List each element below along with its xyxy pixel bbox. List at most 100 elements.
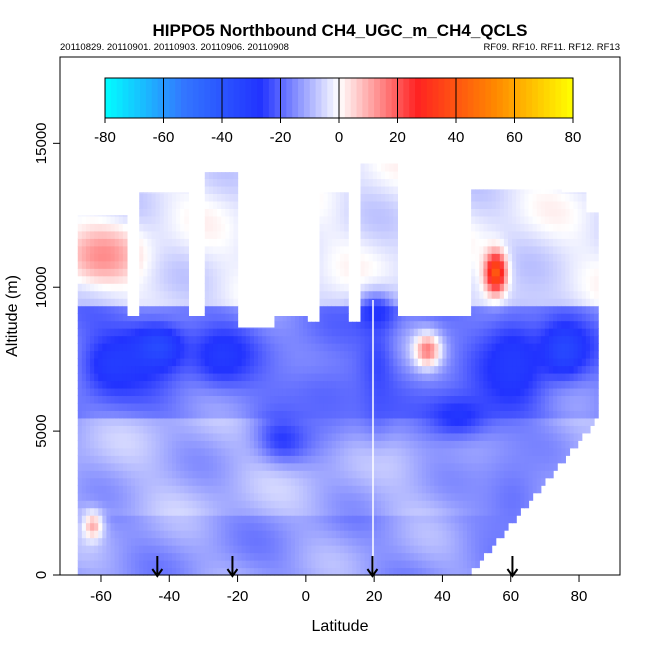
heatmap-cell — [495, 507, 501, 516]
heatmap-cell — [249, 350, 255, 359]
heatmap-cell — [233, 432, 239, 441]
heatmap-cell — [421, 462, 427, 471]
heatmap-cell — [487, 492, 493, 501]
heatmap-cell — [344, 343, 349, 352]
heatmap-cell — [491, 298, 497, 307]
heatmap-cell — [147, 192, 153, 195]
heatmap-cell — [311, 410, 317, 419]
heatmap-cell — [315, 560, 321, 569]
heatmap-cell — [352, 425, 357, 434]
heatmap-cell — [532, 200, 538, 209]
heatmap-cell — [360, 245, 366, 254]
heatmap-cell — [188, 316, 194, 322]
heatmap-cell — [237, 402, 243, 411]
heatmap-cell — [430, 410, 435, 419]
heatmap-cell — [233, 200, 239, 209]
heatmap-cell — [77, 395, 83, 404]
heatmap-cell — [483, 432, 489, 441]
heatmap-cell — [106, 343, 112, 352]
heatmap-cell — [471, 387, 476, 397]
heatmap-cell — [102, 343, 108, 352]
heatmap-cell — [233, 522, 239, 531]
heatmap-cell — [143, 328, 149, 337]
heatmap-cell — [340, 305, 345, 314]
heatmap-cell — [245, 507, 251, 516]
heatmap-cell — [303, 320, 308, 329]
heatmap-cell — [532, 343, 538, 352]
heatmap-cell — [385, 530, 390, 539]
heatmap-cell — [217, 238, 222, 247]
heatmap-cell — [352, 358, 357, 367]
heatmap-cell — [290, 402, 296, 411]
heatmap-cell — [151, 425, 157, 434]
heatmap-cell — [520, 380, 525, 389]
heatmap-cell — [163, 530, 169, 539]
heatmap-cell — [122, 358, 128, 367]
heatmap-cell — [245, 387, 251, 397]
heatmap-cell — [471, 193, 476, 202]
heatmap-cell — [184, 223, 189, 232]
heatmap-cell — [204, 268, 210, 277]
heatmap-cell — [311, 365, 317, 374]
heatmap-cell — [118, 253, 124, 262]
heatmap-cell — [401, 335, 407, 344]
heatmap-cell — [208, 335, 214, 344]
heatmap-cell — [114, 283, 120, 292]
heatmap-cell — [188, 343, 194, 352]
heatmap-cell — [372, 507, 378, 516]
heatmap-cell — [335, 507, 341, 516]
heatmap-cell — [225, 253, 230, 262]
heatmap-cell — [200, 530, 206, 539]
heatmap-cell — [335, 358, 341, 367]
heatmap-cell — [90, 522, 95, 531]
heatmap-cell — [118, 492, 124, 501]
heatmap-cell — [155, 447, 161, 456]
heatmap-cell — [245, 350, 251, 359]
heatmap-cell — [356, 402, 362, 411]
heatmap-cell — [380, 320, 386, 329]
heatmap-cell — [196, 492, 202, 501]
heatmap-cell — [77, 552, 83, 561]
heatmap-cell — [319, 358, 325, 367]
heatmap-cell — [380, 200, 386, 209]
heatmap-cell — [241, 432, 247, 441]
heatmap-cell — [385, 365, 390, 374]
heatmap-cell — [393, 275, 398, 284]
heatmap-cell — [331, 425, 337, 434]
heatmap-cell — [180, 410, 185, 419]
heatmap-cell — [159, 275, 165, 284]
heatmap-cell — [327, 245, 333, 254]
heatmap-cell — [380, 485, 386, 494]
heatmap-cell — [233, 402, 239, 411]
heatmap-cell — [524, 320, 530, 329]
heatmap-cell — [376, 530, 382, 539]
heatmap-cell — [303, 477, 308, 486]
heatmap-cell — [360, 200, 366, 209]
heatmap-cell — [229, 172, 235, 180]
heatmap-cell — [135, 530, 140, 539]
heatmap-cell — [340, 253, 345, 262]
heatmap-cell — [364, 343, 370, 352]
heatmap-cell — [364, 395, 370, 404]
heatmap-cell — [114, 417, 120, 426]
heatmap-cell — [315, 545, 321, 554]
heatmap-cell — [503, 515, 509, 524]
heatmap-cell — [417, 320, 423, 329]
heatmap-cell — [397, 447, 403, 456]
heatmap-cell — [262, 365, 267, 374]
heatmap-cell — [282, 477, 288, 486]
heatmap-cell — [319, 223, 325, 232]
heatmap-cell — [192, 328, 198, 337]
heatmap-cell — [487, 462, 493, 471]
heatmap-cell — [159, 395, 165, 404]
heatmap-cell — [98, 500, 103, 509]
heatmap-cell — [282, 335, 288, 344]
heatmap-cell — [258, 470, 263, 479]
heatmap-cell — [499, 417, 505, 426]
heatmap-cell — [311, 440, 317, 449]
heatmap-cell — [204, 305, 210, 314]
heatmap-cell — [85, 305, 91, 314]
heatmap-cell — [114, 410, 120, 419]
heatmap-cell — [98, 283, 103, 292]
heatmap-cell — [196, 530, 202, 539]
